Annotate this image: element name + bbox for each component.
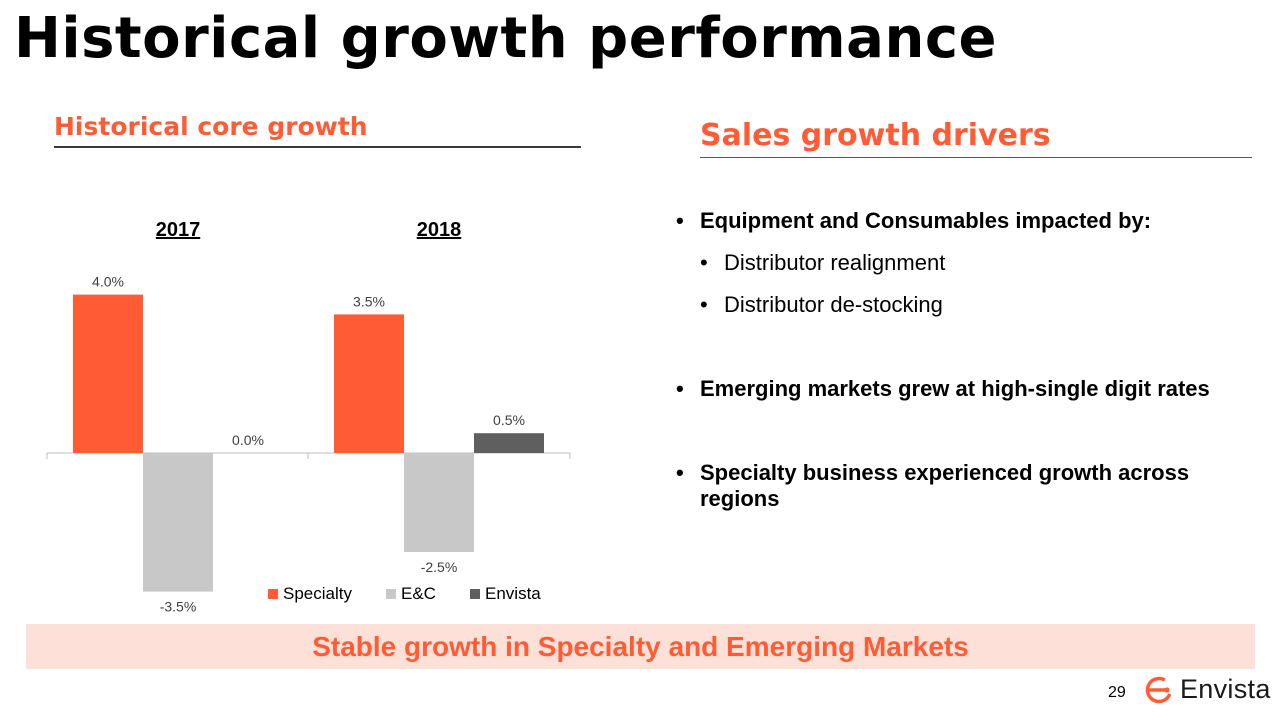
envista-logo: Envista (1144, 674, 1271, 705)
data-label-ec-2018: -2.5% (421, 559, 458, 575)
data-label-envista-2017: 0.0% (232, 432, 264, 448)
bar-envista-2018 (474, 433, 544, 453)
right-section-divider (700, 157, 1252, 158)
page-title: Historical growth performance (14, 6, 997, 71)
legend-swatch-ec (386, 589, 396, 599)
legend-swatch-specialty (268, 589, 278, 599)
data-label-envista-2018: 0.5% (493, 412, 525, 428)
bullet-distributor-realignment: Distributor realignment (700, 250, 1256, 276)
legend-label-envista: Envista (485, 584, 541, 603)
page-number: 29 (1108, 684, 1126, 701)
bullet-equipment-consumables: Equipment and Consumables impacted by: (676, 208, 1256, 234)
right-section-heading: Sales growth drivers (700, 118, 1051, 153)
legend-swatch-envista (470, 589, 480, 599)
category-label-2017: 2017 (156, 219, 201, 241)
key-message-banner: Stable growth in Specialty and Emerging … (26, 624, 1255, 669)
bar-specialty-2017 (73, 294, 143, 453)
data-label-specialty-2017: 4.0% (92, 274, 124, 290)
bullet-distributor-destocking: Distributor de-stocking (700, 292, 1256, 318)
bullet-specialty-growth: Specialty business experienced growth ac… (676, 460, 1256, 512)
bar-ec-2018 (404, 453, 474, 552)
bar-specialty-2018 (334, 314, 404, 453)
sales-drivers-list: Equipment and Consumables impacted by: D… (676, 208, 1256, 512)
bullet-emerging-markets: Emerging markets grew at high-single dig… (676, 376, 1256, 402)
envista-logo-icon (1145, 676, 1173, 703)
legend-label-specialty: Specialty (283, 584, 352, 603)
data-label-specialty-2018: 3.5% (353, 293, 385, 309)
growth-bar-chart: 2017 2018 4.0% 3.5% -3.5% -2.5% 0.0% 0.5% Specia… (46, 219, 571, 615)
left-section-divider (54, 146, 581, 148)
banner-text: Stable growth in Specialty and Emerging … (312, 630, 969, 662)
legend-label-ec: E&C (401, 584, 436, 603)
bar-ec-2017 (143, 453, 213, 592)
left-section-heading: Historical core growth (54, 112, 368, 141)
data-label-ec-2017: -3.5% (160, 599, 197, 615)
category-label-2018: 2018 (417, 219, 462, 241)
brand-name: Envista (1180, 674, 1271, 704)
